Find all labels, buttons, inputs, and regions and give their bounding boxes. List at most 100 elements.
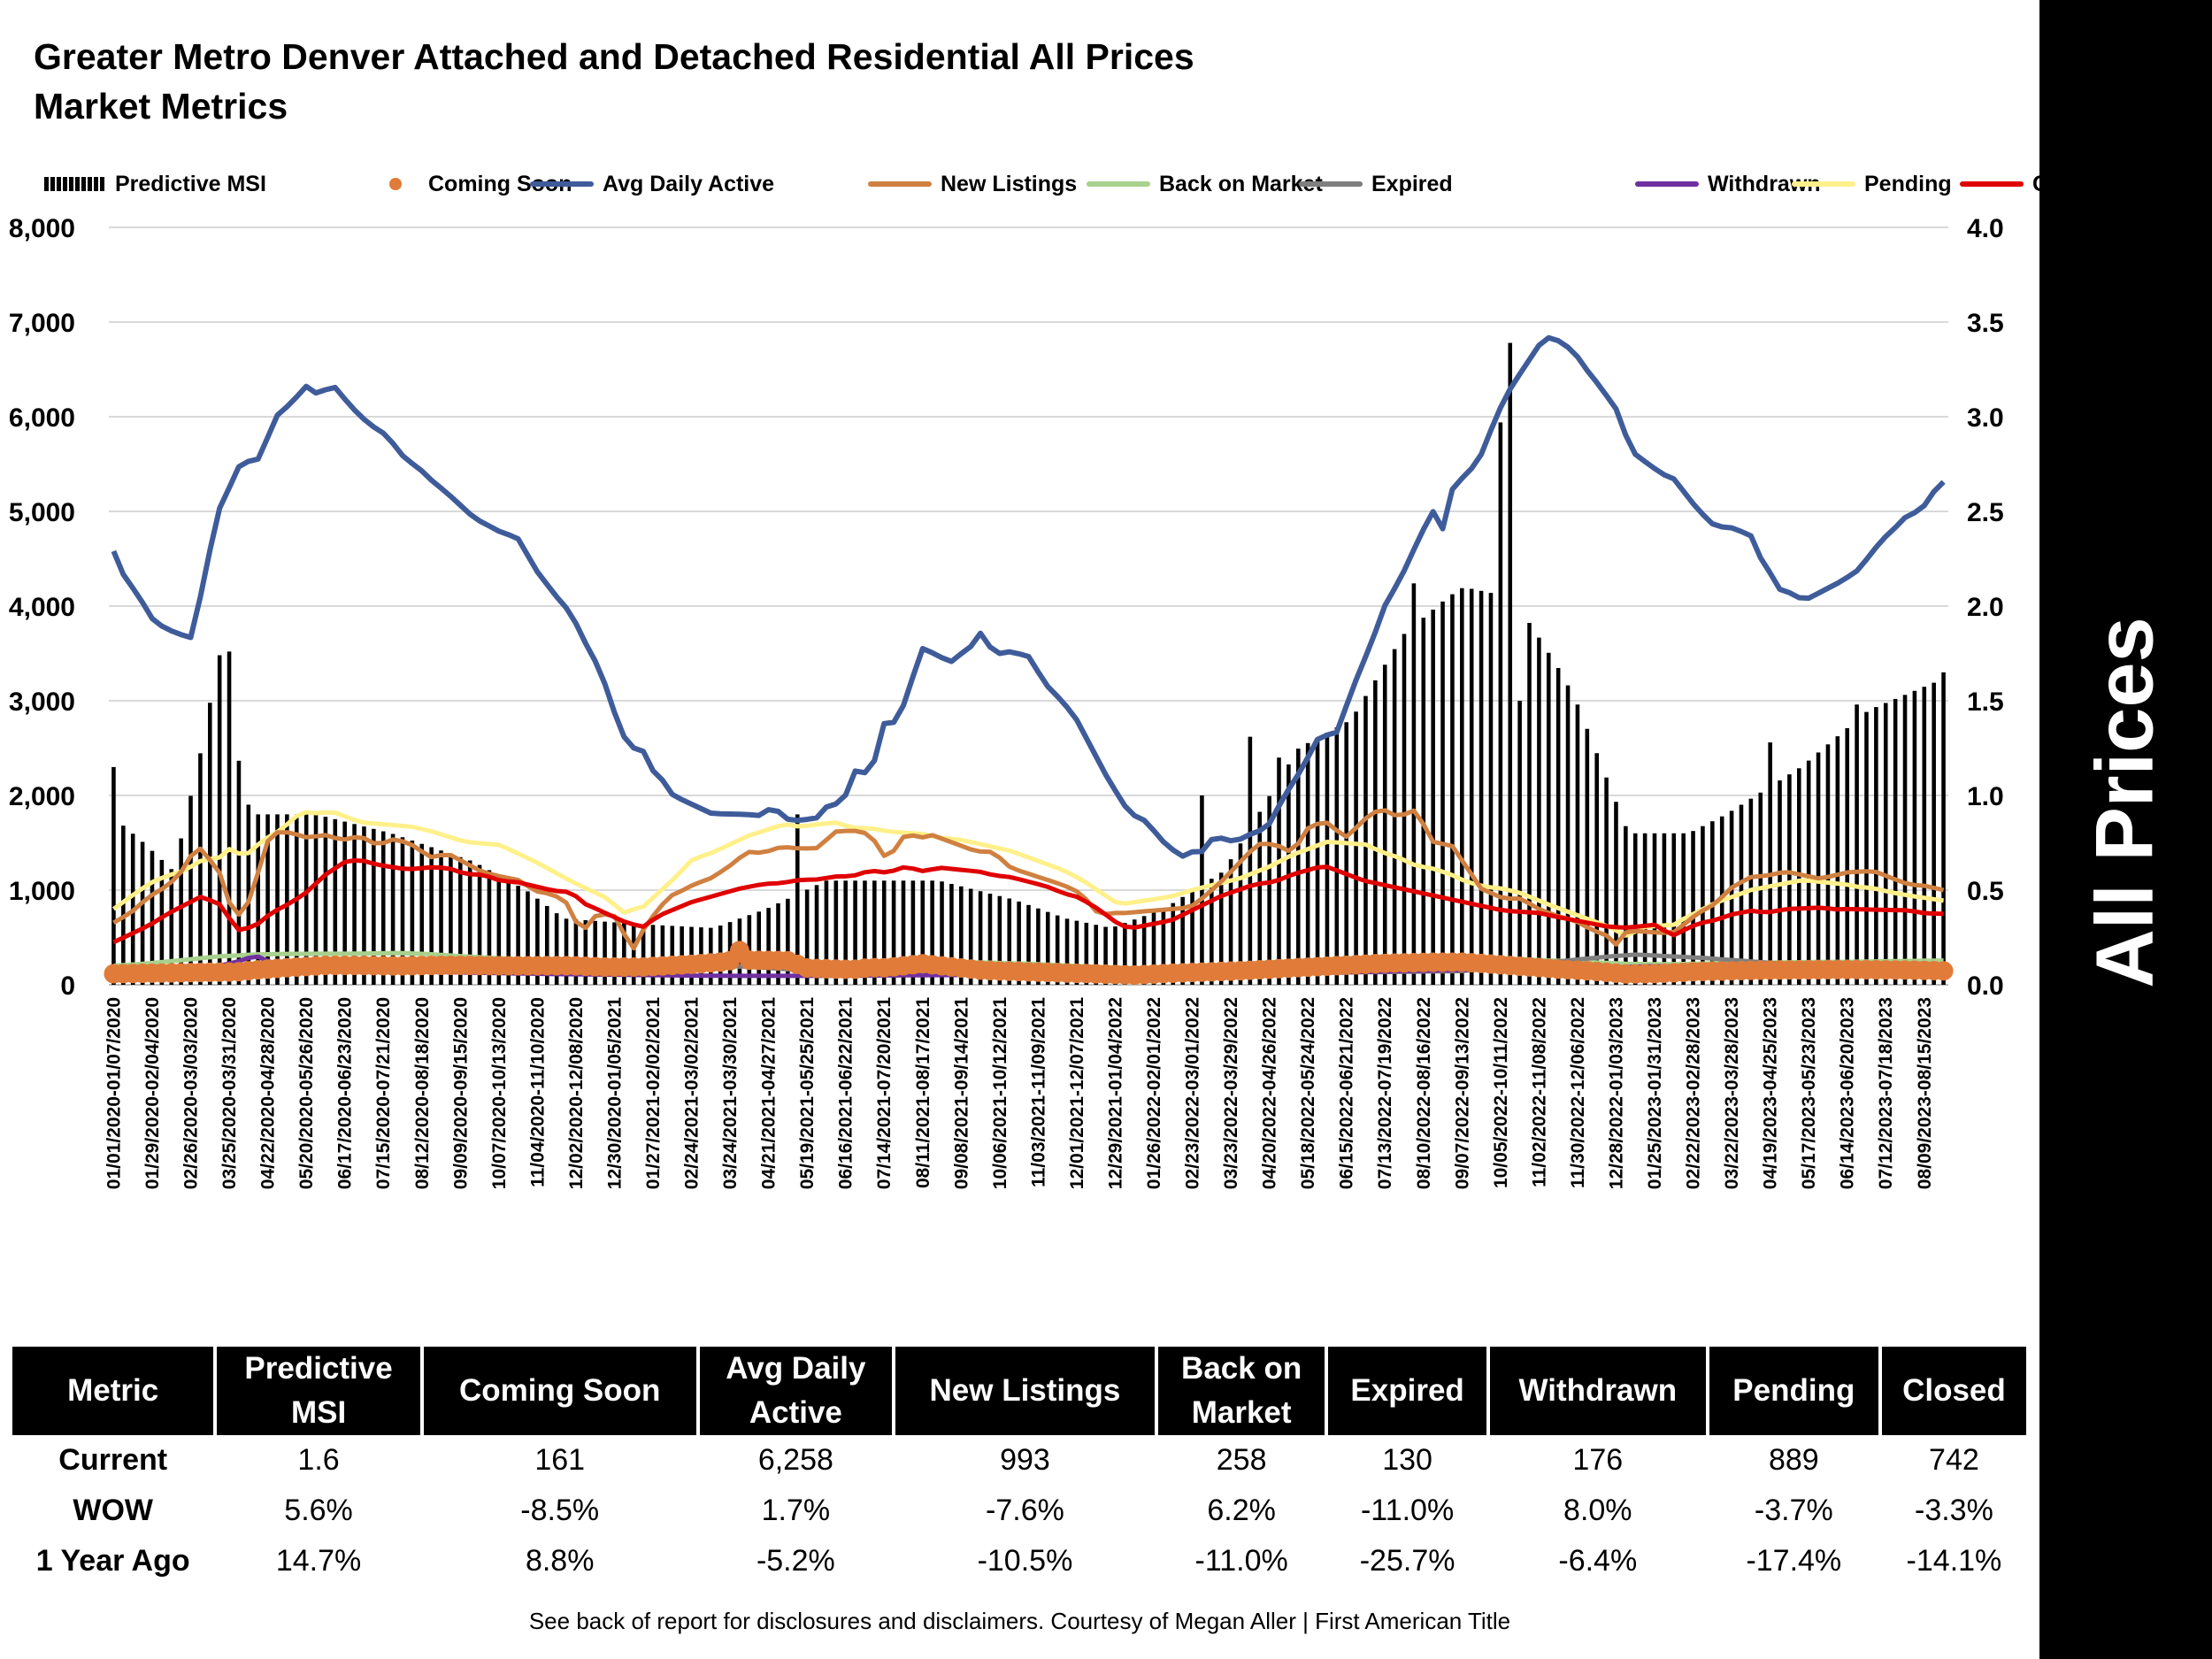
msi-bar bbox=[188, 795, 193, 985]
msi-bar bbox=[1594, 753, 1599, 985]
msi-bar bbox=[1816, 752, 1821, 985]
msi-bar bbox=[910, 880, 916, 985]
msi-bar bbox=[1344, 722, 1348, 985]
legend-line-swatch-icon bbox=[1299, 181, 1363, 187]
metrics-cell: 1.6 bbox=[297, 1443, 340, 1477]
x-axis-tick-label: 08/09/2023-08/15/2023 bbox=[1915, 997, 1935, 1189]
msi-bar bbox=[1488, 593, 1494, 985]
msi-bar bbox=[1141, 916, 1147, 985]
msi-bar bbox=[1662, 833, 1667, 985]
msi-bar bbox=[1768, 742, 1772, 985]
page-title: Greater Metro Denver Attached and Detach… bbox=[34, 32, 1194, 131]
chart-legend: Predictive MSI Coming Soon Avg Daily Activ… bbox=[44, 168, 2106, 200]
msi-bar bbox=[1624, 826, 1628, 985]
msi-bar bbox=[1074, 920, 1079, 985]
msi-bar bbox=[881, 880, 887, 985]
msi-bar bbox=[757, 911, 762, 985]
x-axis-tick-label: 09/09/2020-09/15/2020 bbox=[450, 997, 471, 1189]
y2-axis-tick-label: 0.5 bbox=[1967, 877, 2004, 906]
x-axis-tick-label: 03/24/2021-03/30/2021 bbox=[720, 997, 741, 1190]
legend-item: Expired bbox=[1299, 168, 1453, 200]
msi-bar bbox=[313, 814, 319, 985]
x-axis-tick-label: 03/23/2022-03/29/2022 bbox=[1221, 997, 1241, 1189]
header-text: Predictive bbox=[244, 1351, 393, 1386]
header-text: Withdrawn bbox=[1518, 1373, 1678, 1408]
x-axis-tick-label: 04/19/2023-04/25/2023 bbox=[1761, 997, 1781, 1189]
msi-bar bbox=[1652, 833, 1657, 985]
legend-label: Predictive MSI bbox=[115, 171, 266, 196]
legend-item: Closed bbox=[1960, 168, 2106, 200]
legend-item: New Listings bbox=[868, 168, 1077, 200]
metrics-row-label: 1 Year Ago bbox=[35, 1544, 190, 1578]
msi-bar bbox=[516, 886, 520, 985]
msi-bar bbox=[275, 814, 280, 985]
x-axis-tick-label: 03/22/2023-03/28/2023 bbox=[1722, 997, 1742, 1189]
metrics-table: Metric Predictive MSI Coming Soon Avg Daily A… bbox=[9, 1347, 2030, 1586]
legend-label: Pending bbox=[1864, 171, 1952, 196]
msi-bar bbox=[458, 856, 463, 985]
msi-bar bbox=[1354, 711, 1358, 985]
metrics-cell: -3.7% bbox=[1754, 1494, 1833, 1527]
msi-bar bbox=[920, 880, 926, 985]
msi-bar bbox=[380, 831, 386, 985]
x-axis-tick-label: 10/06/2021-10/12/2021 bbox=[990, 997, 1010, 1190]
x-axis-tick-label: 08/12/2020-08/18/2020 bbox=[412, 997, 433, 1189]
header-text: Active bbox=[749, 1395, 842, 1430]
msi-bar bbox=[372, 828, 376, 985]
msi-bar bbox=[1585, 728, 1590, 985]
legend-item: Avg Daily Active bbox=[530, 168, 774, 200]
metrics-header-cell: Expired bbox=[1328, 1347, 1486, 1435]
msi-bar bbox=[477, 864, 482, 985]
msi-bar bbox=[833, 880, 839, 985]
msi-bar bbox=[631, 924, 636, 985]
metrics-header-cell: Withdrawn bbox=[1489, 1347, 1706, 1435]
msi-bar bbox=[612, 922, 617, 985]
metrics-cell: -7.6% bbox=[986, 1494, 1064, 1527]
y2-axis-tick-label: 4.0 bbox=[1967, 214, 2004, 243]
table-row: WOW 5.6% -8.5% 1.7% -7.6% 6.2% -11.0% 8.0% -3.7%… bbox=[12, 1486, 2026, 1536]
msi-bar bbox=[159, 859, 165, 985]
msi-bar bbox=[997, 895, 1002, 985]
msi-bar bbox=[1855, 704, 1859, 985]
msi-bar bbox=[439, 850, 443, 985]
msi-bar bbox=[1642, 833, 1647, 985]
msi-bar bbox=[1402, 634, 1407, 985]
msi-bar bbox=[419, 843, 425, 985]
x-axis-tick-label: 04/21/2021-04/27/2021 bbox=[759, 997, 780, 1190]
x-axis-tick-label: 08/10/2022-08/16/2022 bbox=[1414, 997, 1434, 1189]
legend-dot-swatch-icon bbox=[389, 178, 402, 190]
msi-bar bbox=[814, 885, 819, 985]
y2-axis-tick-label: 3.5 bbox=[1967, 309, 2004, 338]
msi-bar bbox=[1045, 911, 1050, 985]
msi-bar bbox=[1084, 922, 1089, 985]
msi-bar bbox=[1295, 749, 1301, 985]
x-axis-tick-label: 06/15/2022-06/21/2022 bbox=[1337, 997, 1357, 1189]
metrics-cell: -5.2% bbox=[756, 1544, 835, 1578]
x-axis-tick-label: 11/30/2022-12/06/2022 bbox=[1568, 997, 1588, 1188]
msi-bar bbox=[786, 898, 790, 985]
x-axis-tick-label: 05/17/2023-05/23/2023 bbox=[1799, 997, 1819, 1189]
x-axis-tick-label: 01/01/2020-01/07/2020 bbox=[104, 997, 124, 1189]
msi-bar bbox=[1922, 687, 1927, 985]
y-axis-tick-label: 7,000 bbox=[9, 309, 75, 338]
msi-bar bbox=[208, 703, 212, 985]
msi-bar bbox=[670, 926, 675, 985]
x-axis-tick-label: 12/29/2021-01/04/2022 bbox=[1105, 997, 1125, 1189]
x-axis-tick-label: 08/11/2021-08/17/2021 bbox=[913, 997, 933, 1188]
metrics-cell: 5.6% bbox=[284, 1494, 353, 1527]
x-axis-tick-label: 02/22/2023-02/28/2023 bbox=[1684, 997, 1704, 1189]
msi-bar bbox=[1103, 926, 1108, 985]
metrics-header-cell: Closed bbox=[1881, 1347, 2026, 1435]
metrics-cell: 742 bbox=[1929, 1443, 1979, 1477]
msi-bar bbox=[1007, 898, 1012, 985]
x-axis-tick-label: 04/22/2020-04/28/2020 bbox=[258, 997, 279, 1189]
header-text: Coming Soon bbox=[458, 1373, 661, 1408]
legend-label: Back on Market bbox=[1159, 171, 1323, 196]
msi-bar bbox=[1806, 760, 1811, 985]
x-axis-tick-label: 12/28/2022-01/03/2023 bbox=[1606, 997, 1626, 1189]
msi-bar bbox=[1190, 890, 1194, 985]
x-axis-tick-label: 10/05/2022-10/11/2022 bbox=[1491, 997, 1511, 1188]
metrics-header-cell: New Listings bbox=[895, 1347, 1155, 1435]
x-axis-tick-label: 02/23/2022-03/01/2022 bbox=[1183, 997, 1203, 1189]
y2-axis-tick-label: 3.0 bbox=[1967, 403, 2004, 433]
